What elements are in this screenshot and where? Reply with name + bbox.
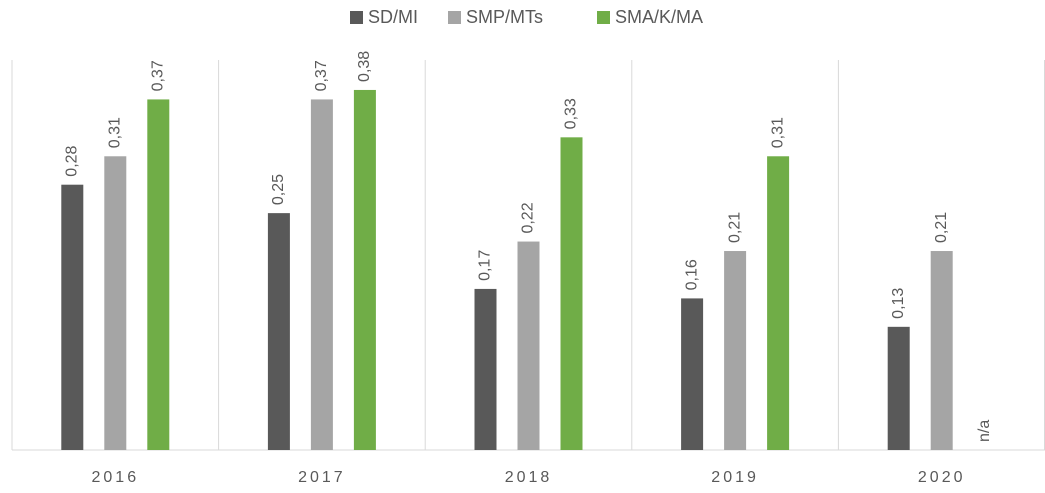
- bar: [104, 156, 127, 450]
- bar: [474, 288, 497, 450]
- value-label: 0,37: [313, 60, 330, 91]
- value-label: 0,28: [64, 145, 81, 176]
- value-label: 0,22: [520, 202, 537, 233]
- value-label: 0,33: [563, 98, 580, 129]
- legend-swatch: [350, 11, 363, 24]
- value-label: 0,37: [150, 60, 167, 91]
- value-label: 0,21: [726, 212, 743, 243]
- value-label: 0,31: [107, 117, 124, 148]
- value-label: 0,13: [890, 288, 907, 319]
- value-label: 0,17: [477, 250, 494, 281]
- x-tick-label: 2020: [918, 469, 966, 486]
- bar: [310, 99, 333, 451]
- bar: [61, 184, 84, 450]
- bar: [560, 137, 583, 450]
- bar: [767, 156, 790, 450]
- bar: [267, 213, 290, 450]
- legend-swatch: [597, 11, 610, 24]
- value-label: 0,21: [933, 212, 950, 243]
- legend-swatch: [448, 11, 461, 24]
- x-tick-label: 2017: [298, 469, 346, 486]
- legend-label: SD/MI: [368, 7, 418, 27]
- x-tick-label: 2018: [505, 469, 553, 486]
- value-label: 0,16: [683, 259, 700, 290]
- value-label: n/a: [976, 420, 993, 442]
- legend-label: SMA/K/MA: [615, 7, 703, 27]
- x-tick-label: 2019: [711, 469, 759, 486]
- legend-label: SMP/MTs: [466, 7, 543, 27]
- bar: [887, 326, 910, 450]
- bar: [930, 251, 953, 450]
- x-tick-label: 2016: [92, 469, 140, 486]
- value-label: 0,31: [769, 117, 786, 148]
- bar: [353, 89, 376, 450]
- bar: [517, 241, 540, 450]
- value-label: 0,25: [270, 174, 287, 205]
- bar: [147, 99, 170, 451]
- value-label: 0,38: [356, 51, 373, 82]
- bar: [681, 298, 704, 450]
- bar: [724, 251, 747, 450]
